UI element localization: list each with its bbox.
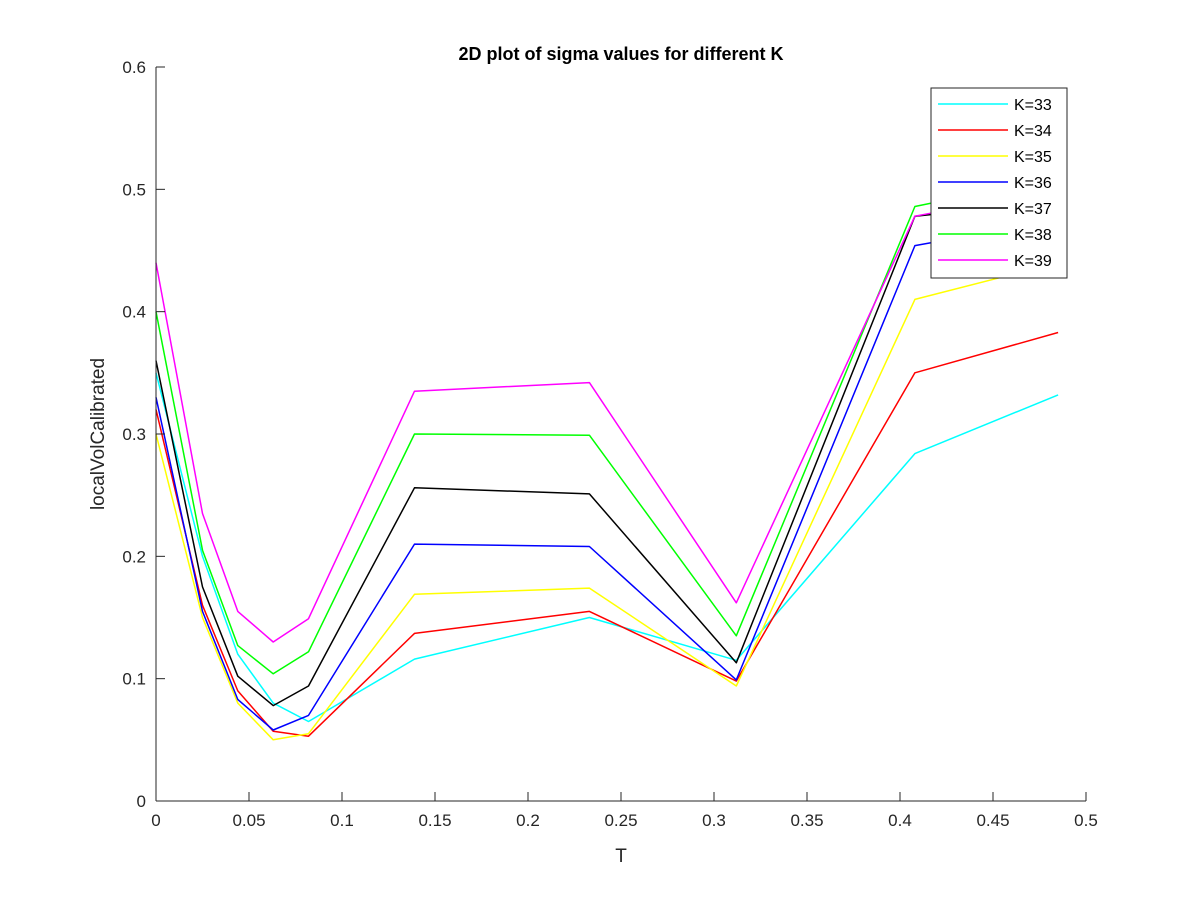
- series-line-3: [155, 261, 1059, 741]
- legend-label: K=37: [1014, 201, 1052, 218]
- legend-label: K=38: [1014, 227, 1052, 244]
- x-tick-label: 0.1: [330, 811, 354, 830]
- series-line-2: [155, 331, 1059, 737]
- series-line-1: [155, 372, 1059, 723]
- x-tick-label: 0.15: [418, 811, 451, 830]
- series-layer: [155, 176, 1059, 741]
- x-tick-label: 0.05: [232, 811, 265, 830]
- legend-label: K=33: [1014, 97, 1052, 114]
- series-line-6: [155, 176, 1059, 675]
- legend-box: [930, 87, 1068, 279]
- axes-layer: 0 0.05 0.1 0.15 0.2 0.25 0.3 0.35 0.4 0.45 0.5 0 0.1…: [122, 58, 1097, 830]
- series-line-4: [155, 219, 1059, 731]
- x-tick-label: 0.45: [976, 811, 1009, 830]
- x-axis-label: T: [615, 846, 627, 867]
- y-tick-label: 0.2: [122, 547, 146, 566]
- legend: K=33 K=34 K=35 K=36 K=37 K=38 K=39: [930, 87, 1068, 279]
- chart-title: 2D plot of sigma values for different K: [458, 44, 783, 64]
- y-tick-label: 0.1: [122, 670, 146, 689]
- x-tick-label: 0.35: [790, 811, 823, 830]
- legend-label: K=35: [1014, 149, 1052, 166]
- y-tick-label: 0.4: [122, 303, 146, 322]
- legend-label: K=39: [1014, 253, 1052, 270]
- x-tick-label: 0.2: [516, 811, 540, 830]
- x-tick-label: 0.25: [604, 811, 637, 830]
- legend-label: K=36: [1014, 175, 1052, 192]
- y-tick-label: 0.6: [122, 58, 146, 77]
- legend-label: K=34: [1014, 123, 1052, 140]
- y-tick-label: 0.5: [122, 180, 146, 199]
- x-tick-label: 0.5: [1074, 811, 1098, 830]
- y-tick-label: 0.3: [122, 425, 146, 444]
- series-line-7: [155, 188, 1059, 643]
- x-tick-label: 0.3: [702, 811, 726, 830]
- y-axis-label: localVolCalibrated: [88, 358, 109, 510]
- series-line-5: [155, 200, 1059, 707]
- x-tick-label: 0.4: [888, 811, 912, 830]
- y-tick-label: 0: [137, 792, 146, 811]
- x-tick-label: 0: [151, 811, 160, 830]
